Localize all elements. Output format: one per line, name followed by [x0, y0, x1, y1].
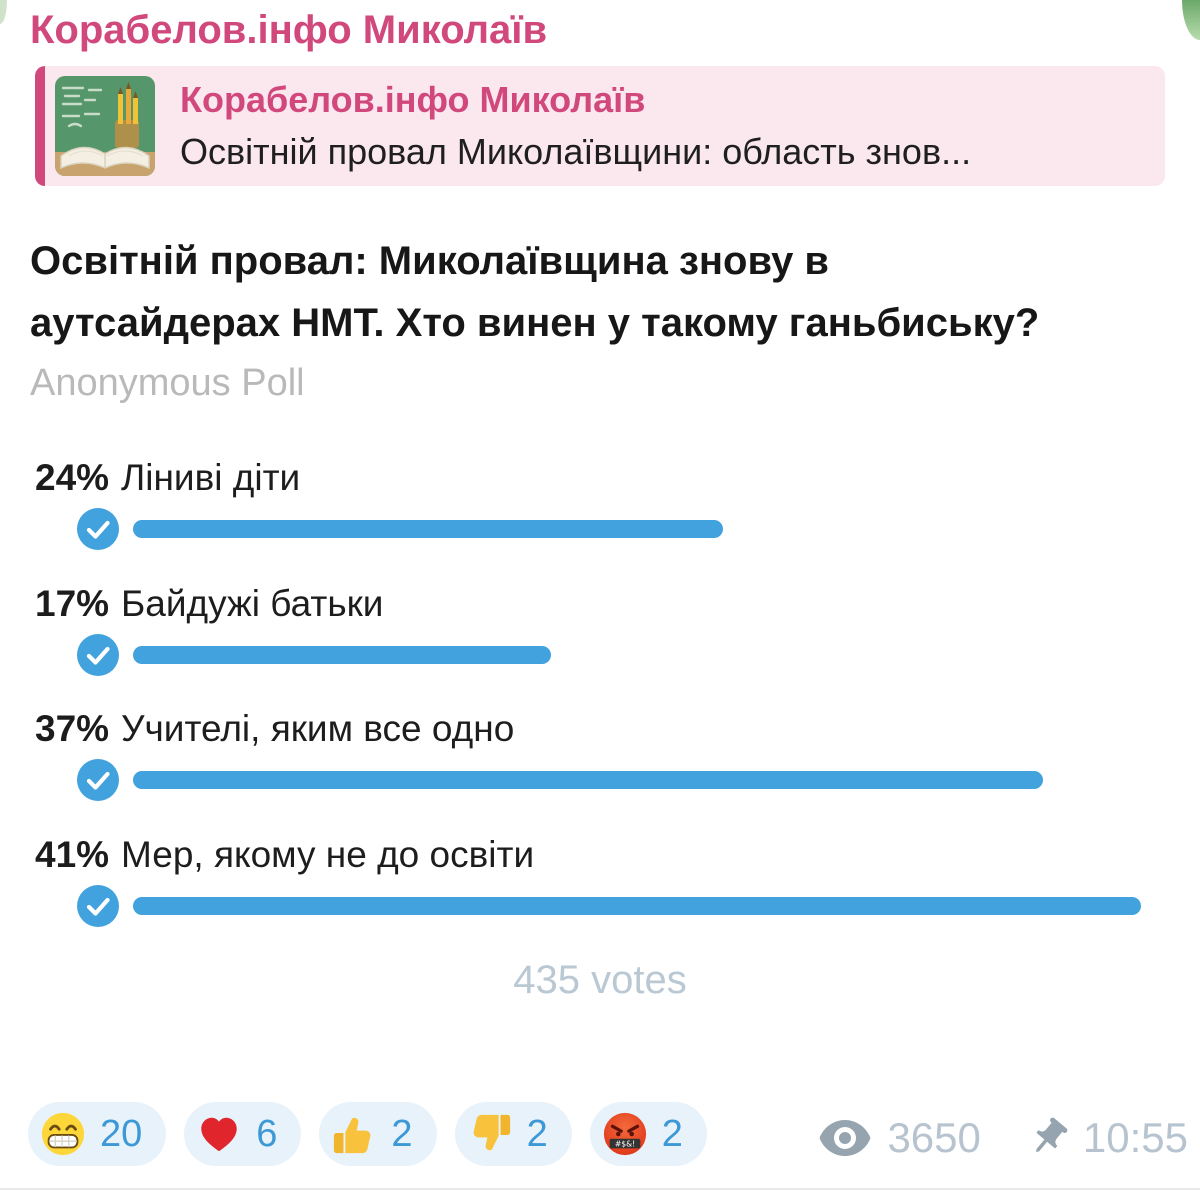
- photo-corner-artifact: [0, 0, 7, 24]
- result-bar-track: [133, 520, 1141, 538]
- reaction-heart[interactable]: 6: [184, 1102, 302, 1166]
- beaming-face-icon: [40, 1111, 86, 1157]
- reply-channel-name: Корабелов.інфо Миколаїв: [180, 79, 646, 120]
- reaction-thumbs-down[interactable]: 2: [454, 1102, 572, 1166]
- result-bar-track: [133, 897, 1141, 915]
- voted-check-icon: [77, 885, 119, 927]
- option-percent: 24%: [35, 457, 110, 498]
- poll-option: 41% Мер, якому не до освіти: [0, 825, 1200, 945]
- poll-question: Освітній провал: Миколаївщина знову в ау…: [30, 239, 1040, 345]
- option-text: 17% Байдужі батьки: [35, 582, 383, 626]
- channel-name[interactable]: Корабелов.інфо Миколаїв: [30, 8, 548, 52]
- reaction-beaming-face[interactable]: 20: [28, 1102, 167, 1166]
- reaction-thumbs-up[interactable]: 2: [319, 1102, 437, 1166]
- option-result-bar: [133, 771, 1043, 789]
- pin-icon: [1036, 1117, 1068, 1153]
- reply-accent-bar: [35, 66, 45, 186]
- option-result-bar: [133, 646, 551, 664]
- reaction-count: 6: [256, 1112, 278, 1155]
- total-votes-label: 435 votes: [513, 958, 687, 1002]
- voted-check-icon: [77, 508, 119, 550]
- option-label: Байдужі батьки: [121, 583, 384, 624]
- message-meta: 3650 10:55: [819, 1114, 1188, 1162]
- reaction-count: 20: [100, 1112, 143, 1155]
- option-percent: 37%: [35, 708, 110, 749]
- reply-thumbnail-image: [55, 76, 155, 176]
- option-result-bar: [133, 520, 724, 538]
- option-label: Мер, якому не до освіти: [121, 834, 535, 875]
- option-text: 24% Ліниві діти: [35, 456, 300, 500]
- poll-option: 24% Ліниві діти: [0, 448, 1200, 568]
- poll-type-label: Anonymous Poll: [30, 362, 305, 404]
- voted-check-icon: [77, 759, 119, 801]
- option-percent: 41%: [35, 834, 110, 875]
- option-label: Учителі, яким все одно: [121, 708, 515, 749]
- result-bar-track: [133, 771, 1141, 789]
- photo-corner-artifact: [1182, 0, 1200, 40]
- reply-preview[interactable]: Корабелов.інфо Миколаїв Освітній провал …: [35, 66, 1165, 186]
- result-bar-track: [133, 646, 1141, 664]
- option-label: Ліниві діти: [121, 457, 301, 498]
- reaction-count: 2: [661, 1112, 683, 1155]
- reactions-row: 20 6 2: [28, 1102, 707, 1166]
- bottom-divider: [0, 1188, 1200, 1190]
- red-heart-icon: [196, 1111, 242, 1157]
- thumbs-up-icon: [331, 1111, 377, 1157]
- thumbs-down-icon: [467, 1111, 513, 1157]
- option-percent: 17%: [35, 583, 110, 624]
- poll-option: 17% Байдужі батьки: [0, 574, 1200, 694]
- option-text: 41% Мер, якому не до освіти: [35, 833, 534, 877]
- views-count: 3650: [887, 1114, 981, 1161]
- svg-text:#$&!: #$&!: [615, 1139, 635, 1148]
- reaction-count: 2: [526, 1112, 548, 1155]
- poll-option: 37% Учителі, яким все одно: [0, 699, 1200, 819]
- voted-check-icon: [77, 634, 119, 676]
- option-result-bar: [133, 897, 1141, 915]
- eye-icon: [820, 1120, 871, 1156]
- reaction-count: 2: [391, 1112, 413, 1155]
- option-text: 37% Учителі, яким все одно: [35, 707, 514, 751]
- reaction-cursing-face[interactable]: #$&! 2: [589, 1102, 707, 1166]
- cursing-face-icon: #$&!: [602, 1111, 648, 1157]
- reply-snippet-text: Освітній провал Миколаївщини: область зн…: [180, 131, 972, 172]
- timestamp: 10:55: [1082, 1114, 1188, 1161]
